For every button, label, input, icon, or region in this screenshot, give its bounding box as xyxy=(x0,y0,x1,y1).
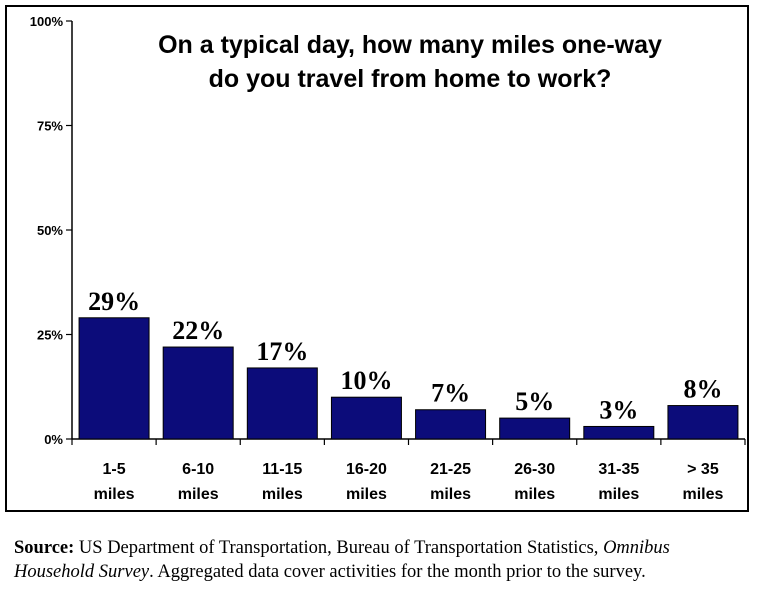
data-label: 29% xyxy=(88,287,140,316)
x-tick-label: miles xyxy=(346,486,387,503)
y-tick-label: 0% xyxy=(44,432,63,447)
y-tick-label: 100% xyxy=(30,14,64,29)
data-label: 10% xyxy=(340,366,392,395)
x-tick-label: > 35 xyxy=(687,461,719,478)
data-label: 17% xyxy=(256,337,308,366)
x-tick-label: 1-5 xyxy=(103,461,126,478)
bar xyxy=(415,409,487,440)
x-tick-label: 16-20 xyxy=(346,461,387,478)
bar xyxy=(583,425,655,440)
data-label: 5% xyxy=(515,387,554,416)
data-label: 22% xyxy=(172,316,224,345)
chart-title: On a typical day, how many miles one-way… xyxy=(70,28,750,96)
bar xyxy=(162,346,234,440)
x-tick-label: miles xyxy=(430,486,471,503)
x-tick-label: 21-25 xyxy=(430,461,471,478)
data-label: 3% xyxy=(599,395,638,424)
x-tick-label: 31-35 xyxy=(598,461,639,478)
bar xyxy=(246,367,318,440)
bar xyxy=(330,396,402,440)
x-tick-label: miles xyxy=(682,486,723,503)
source-text-2: . Aggregated data cover activities for t… xyxy=(149,562,646,582)
source-text-1: US Department of Transportation, Bureau … xyxy=(74,538,604,558)
y-tick-label: 50% xyxy=(37,223,63,238)
x-tick-label: miles xyxy=(514,486,555,503)
bar xyxy=(667,405,739,440)
x-tick-label: miles xyxy=(598,486,639,503)
source-survey-name: Omnibus Household Survey xyxy=(14,538,670,582)
x-tick-label: miles xyxy=(262,486,303,503)
chart-title-line-2: do you travel from home to work? xyxy=(208,65,612,93)
source-note: Source: US Department of Transportation,… xyxy=(14,536,749,584)
chart-title-line-1: On a typical day, how many miles one-way xyxy=(158,31,662,59)
y-tick-label: 75% xyxy=(37,119,63,134)
x-tick-label: 11-15 xyxy=(262,461,302,478)
bar xyxy=(78,317,150,440)
data-label: 8% xyxy=(683,375,722,404)
source-label: Source: xyxy=(14,538,75,558)
bar xyxy=(499,417,571,440)
x-tick-label: miles xyxy=(178,486,219,503)
y-tick-label: 25% xyxy=(37,328,63,343)
x-tick-label: 6-10 xyxy=(182,461,214,478)
x-tick-label: 26-30 xyxy=(514,461,555,478)
data-label: 7% xyxy=(431,379,470,408)
x-tick-label: miles xyxy=(94,486,135,503)
